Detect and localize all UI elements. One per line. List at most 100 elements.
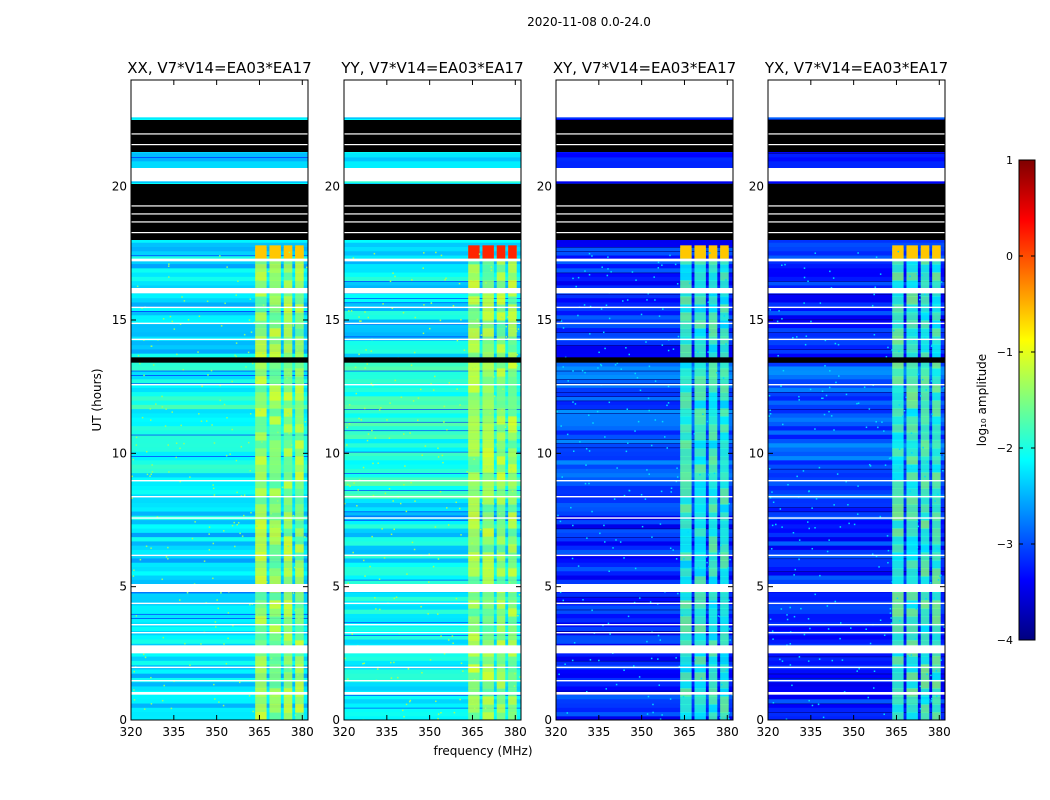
rfi-band — [482, 544, 494, 553]
speckle — [827, 628, 830, 630]
rfi-band — [269, 664, 281, 673]
rfi-band — [708, 384, 718, 393]
speckle — [365, 349, 367, 351]
speckle — [241, 535, 244, 537]
flagged-black — [344, 184, 521, 240]
speckle — [674, 263, 677, 266]
speckle — [925, 597, 927, 600]
heatmap-row — [344, 651, 521, 657]
rfi-band — [892, 424, 904, 433]
rfi-band — [255, 616, 267, 625]
heatmap-row — [556, 464, 733, 469]
speckle — [769, 309, 771, 311]
rfi-band — [708, 408, 718, 417]
speckle — [299, 533, 302, 535]
rfi-band — [508, 624, 517, 633]
speckle — [634, 567, 637, 570]
rfi-band — [283, 680, 293, 689]
rfi-band — [295, 528, 304, 537]
heatmap-row — [768, 464, 945, 469]
speckle — [613, 498, 616, 500]
heatmap-row — [768, 314, 945, 320]
heatmap-row — [131, 429, 308, 435]
speckle — [893, 478, 896, 481]
heatmap-row — [768, 472, 945, 478]
flag-gap — [556, 680, 733, 682]
speckle — [639, 389, 642, 392]
speckle — [916, 546, 919, 549]
flag-gap — [344, 496, 521, 498]
speckle — [808, 699, 810, 702]
rfi-band — [892, 448, 904, 457]
rfi-band — [906, 680, 918, 689]
heatmap-row — [344, 417, 521, 422]
speckle — [505, 336, 508, 338]
rfi-band — [694, 448, 706, 457]
rfi-band — [680, 552, 692, 561]
speckle — [437, 447, 439, 450]
speckle — [139, 362, 141, 365]
speckle — [869, 465, 872, 467]
speckle — [615, 683, 618, 686]
speckle — [484, 654, 487, 656]
rfi-band — [496, 616, 506, 625]
rfi-band — [468, 512, 480, 521]
speckle — [459, 698, 461, 701]
speckle — [708, 474, 710, 476]
speckle — [670, 491, 673, 493]
speckle — [596, 410, 599, 413]
rfi-band — [906, 424, 918, 433]
rfi-band — [496, 560, 506, 569]
rfi-band — [482, 560, 494, 569]
speckle — [853, 523, 856, 526]
speckle — [571, 659, 574, 662]
speckle — [636, 376, 639, 379]
speckle — [726, 669, 729, 671]
speckle — [372, 384, 374, 387]
speckle — [559, 520, 562, 523]
speckle — [472, 279, 475, 282]
speckle — [402, 311, 405, 314]
speckle — [493, 395, 496, 397]
rfi-band — [269, 488, 281, 497]
rfi-band — [269, 408, 281, 417]
rfi-band — [482, 712, 494, 720]
heatmap-row — [768, 638, 945, 644]
speckle — [924, 293, 926, 295]
rfi-band — [295, 352, 304, 361]
speckle — [722, 377, 725, 379]
rfi-band — [482, 632, 494, 641]
rfi-band — [283, 520, 293, 529]
heatmap-row — [344, 323, 521, 329]
speckle — [360, 320, 362, 322]
rfi-band — [496, 352, 506, 361]
flag-separator — [131, 232, 308, 234]
rfi-band — [720, 672, 729, 681]
flag-gap — [768, 624, 945, 626]
heatmap-row — [768, 297, 945, 303]
rfi-band — [680, 264, 692, 273]
rfi-band — [508, 528, 517, 537]
speckle — [290, 481, 293, 483]
speckle — [556, 410, 558, 413]
rfi-band — [482, 264, 494, 273]
speckle — [466, 471, 468, 473]
speckle — [916, 273, 919, 275]
speckle — [789, 631, 792, 633]
rfi-band — [892, 280, 904, 289]
rfi-band — [508, 400, 517, 409]
heatmap-row — [131, 425, 308, 431]
speckle — [271, 526, 274, 528]
speckle — [440, 635, 442, 637]
heatmap-row — [131, 276, 308, 282]
speckle — [296, 380, 299, 383]
heatmap-row — [768, 604, 945, 610]
heatmap-row — [131, 506, 308, 512]
flag-separator — [131, 144, 308, 146]
rfi-band — [283, 312, 293, 321]
rfi-band — [680, 416, 692, 425]
heatmap-row — [131, 566, 308, 572]
heatmap-row — [131, 404, 308, 410]
speckle — [610, 271, 612, 273]
speckle — [410, 364, 413, 367]
